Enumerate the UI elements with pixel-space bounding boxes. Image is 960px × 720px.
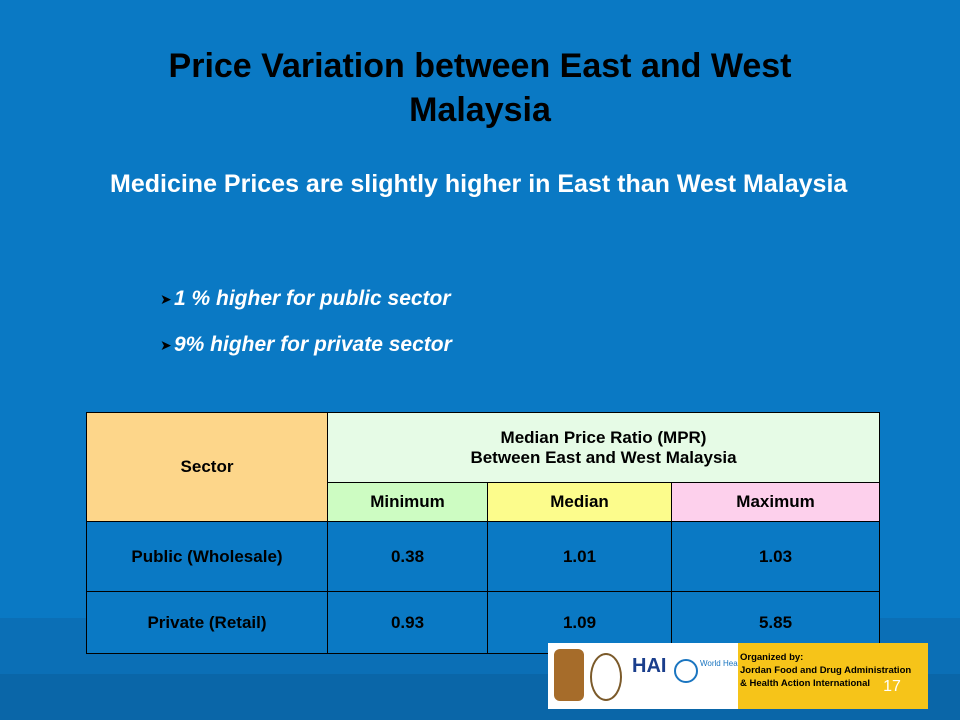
arrow-bullet-icon: ➤ [160,336,172,353]
bullet-item: ➤ 9% higher for private sector [160,322,452,368]
maximum-cell: 1.03 [670,521,881,592]
organizer-text: Organized by: Jordan Food and Drug Admin… [740,651,911,690]
maximum-header: Maximum [670,482,881,522]
bullet-text: 1 % higher for public sector [174,287,451,310]
median-cell: 1.01 [487,521,672,592]
page-number: 17 [883,678,901,695]
mpr-header-line1: Median Price Ratio (MPR) [500,427,707,447]
minimum-cell: 0.93 [327,591,488,654]
bullet-text: 9% higher for private sector [174,333,452,356]
bullet-item: ➤ 1 % higher for public sector [160,276,452,322]
organizer-panel [738,643,928,709]
slide-title: Price Variation between East and West Ma… [168,47,792,129]
organizer-line2: & Health Action International [740,678,871,689]
arrow-bullet-icon: ➤ [160,290,172,307]
table-row: Public (Wholesale) 0.38 1.01 1.03 [86,521,881,592]
slide-subtitle: Medicine Prices are slightly higher in E… [110,170,848,198]
table-row: Private (Retail) 0.93 1.09 5.85 [86,591,881,654]
who-emblem-icon [674,659,698,683]
mpr-table: Sector Median Price Ratio (MPR) Between … [86,412,881,654]
median-header: Median [487,482,672,522]
sponsor-logo-bar: HAI World Health Organization Organized … [548,643,928,709]
jordan-seal-icon [554,649,584,701]
jfda-logo-icon [590,653,622,701]
sector-cell: Private (Retail) [86,591,328,654]
minimum-cell: 0.38 [327,521,488,592]
mpr-header: Median Price Ratio (MPR) Between East an… [326,412,881,483]
organized-by-label: Organized by: [740,652,804,663]
sector-cell: Public (Wholesale) [86,521,328,592]
bullet-list: ➤ 1 % higher for public sector ➤ 9% high… [160,276,452,368]
organizer-line1: Jordan Food and Drug Administration [740,665,912,676]
sector-header: Sector [86,412,328,522]
hai-logo: HAI [632,655,667,677]
minimum-header: Minimum [327,482,488,522]
mpr-header-line2: Between East and West Malaysia [470,447,737,467]
